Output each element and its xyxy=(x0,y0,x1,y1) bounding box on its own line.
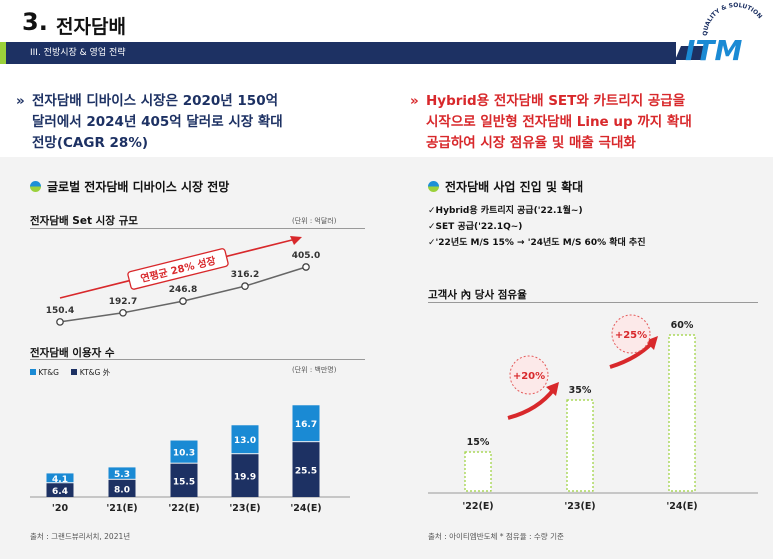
share-bar xyxy=(668,334,696,492)
data-label: 246.8 xyxy=(169,285,197,295)
bullet-item: ✓'22년도 M/S 15% → '24년도 M/S 60% 확대 추진 xyxy=(428,238,646,248)
bar-ktg xyxy=(170,463,198,497)
page-title: 전자담배 xyxy=(56,16,126,38)
accent-bar xyxy=(0,42,6,64)
bar-ktg-other xyxy=(46,473,74,483)
right-source: 출처 : 아이티엠반도체 * 점유율 : 수량 기준 xyxy=(428,532,564,541)
growth-label: +25% xyxy=(615,330,647,341)
bar-ktg-other xyxy=(170,440,198,463)
x-tick-label: '21(E) xyxy=(106,503,137,514)
divider xyxy=(30,228,365,229)
bar-label: 19.9 xyxy=(234,473,256,483)
users-unit: (단위 : 백만명) xyxy=(292,366,337,374)
share-bar xyxy=(566,399,594,492)
market-size-title: 전자담배 Set 시장 규모 xyxy=(30,215,138,227)
itm-logo: QUALITY & SOLUTION ITM xyxy=(675,2,763,64)
headline-line: 달러에서 2024년 405억 달러로 시장 확대 xyxy=(32,114,283,130)
growth-label: +20% xyxy=(513,371,545,382)
data-label: 405.0 xyxy=(292,251,320,261)
bar-ktg xyxy=(231,454,259,497)
share-chart: 15% '22(E) 35% '23(E) 60% '24(E) +20% +25% xyxy=(428,314,758,512)
x-tick-label: '23(E) xyxy=(564,501,595,512)
right-section-title: 전자담배 사업 진입 및 확대 xyxy=(428,178,583,195)
x-tick-label: '20 xyxy=(52,503,69,514)
legend-label: KT&G xyxy=(38,368,59,377)
divider xyxy=(428,302,758,303)
bar-ktg-other xyxy=(108,467,136,479)
subtitle-bar xyxy=(6,42,676,64)
bullet-item: ✓Hybrid용 카트리지 공급('22.1월~) xyxy=(428,206,583,216)
bar-label: 25.5 xyxy=(295,467,317,477)
bar-label: 15.5 xyxy=(173,477,195,487)
bullet-list: ✓Hybrid용 카트리지 공급('22.1월~) ✓SET 공급('22.1Q… xyxy=(428,203,645,251)
legend-label: KT&G 外 xyxy=(79,368,111,377)
bar-label: 13.0 xyxy=(234,436,256,446)
growth-arrow-2 xyxy=(609,341,654,369)
bullet-item: ✓SET 공급('22.1Q~) xyxy=(428,222,523,232)
logo-text: ITM xyxy=(685,34,743,64)
growth-arrow-head xyxy=(546,382,559,396)
data-point xyxy=(179,297,187,305)
subtitle: III. 전방시장 & 영업 전략 xyxy=(30,48,126,58)
legend-swatch-light xyxy=(30,369,36,375)
bar-label: 5.3 xyxy=(114,470,130,480)
bullet-dot-icon xyxy=(428,181,439,192)
growth-badge-box xyxy=(127,248,229,290)
x-tick-label: '22(E) xyxy=(462,501,493,512)
users-legend: KT&G KT&G 外 xyxy=(30,367,110,378)
data-point xyxy=(241,282,249,291)
headline-line: 시작으로 일반형 전자담배 Line up 까지 확대 xyxy=(426,114,692,130)
data-point xyxy=(56,318,64,326)
bar-label: 60% xyxy=(671,320,694,331)
data-label: 316.2 xyxy=(231,270,259,280)
market-size-chart: 연평균 28% 성장 150.4 192.7 246.8 316.2 405.0 xyxy=(46,236,320,326)
share-bar xyxy=(464,451,492,492)
headline-line: Hybrid용 전자담배 SET와 카트리지 공급을 xyxy=(426,93,686,109)
logo-arc-text: QUALITY & SOLUTION xyxy=(702,2,763,36)
legend-swatch-navy xyxy=(71,369,78,375)
divider xyxy=(30,359,365,360)
bar-ktg-other xyxy=(231,425,259,454)
growth-arrow-head xyxy=(645,336,658,350)
users-chart: 6.4 4.1 '20 8.0 5.3 '21(E) 15.5 10.3 '22(E) 19.9 1… xyxy=(30,405,350,514)
bar-label: 15% xyxy=(467,437,490,448)
market-size-unit: (단위 : 억달러) xyxy=(292,217,337,225)
x-tick-label: '22(E) xyxy=(168,503,199,514)
bar-label: 6.4 xyxy=(52,487,68,497)
bar-ktg xyxy=(108,479,136,497)
growth-badge: 연평균 28% 성장 xyxy=(127,248,229,290)
growth-badge xyxy=(611,314,651,354)
headline-line: 전자담배 디바이스 시장은 2020년 150억 xyxy=(32,93,279,109)
growth-arrow-head xyxy=(290,236,302,245)
bar-label: 8.0 xyxy=(114,485,130,495)
users-title: 전자담배 이용자 수 xyxy=(30,347,115,359)
headline-arrow-icon: » xyxy=(16,93,25,109)
x-tick-label: '24(E) xyxy=(290,503,321,514)
data-point xyxy=(302,263,310,271)
headline-line: 전망(CAGR 28%) xyxy=(32,135,149,151)
bar-ktg xyxy=(46,483,74,497)
bar-ktg xyxy=(292,442,320,497)
growth-arrow-1 xyxy=(507,387,556,420)
growth-badge xyxy=(509,355,549,395)
data-label: 150.4 xyxy=(46,306,74,316)
bar-ktg-other xyxy=(292,405,320,442)
left-section-title: 글로벌 전자담배 디바이스 시장 전망 xyxy=(30,178,229,195)
bar-label: 10.3 xyxy=(173,449,195,459)
data-point xyxy=(119,308,127,317)
data-label: 192.7 xyxy=(109,297,137,307)
headline-arrow-icon: » xyxy=(410,93,419,109)
left-source: 출처 : 그랜드뷰리서치, 2021년 xyxy=(30,532,131,541)
section-number: 3. xyxy=(22,8,48,36)
x-tick-label: '23(E) xyxy=(229,503,260,514)
headline-line: 공급하여 시장 점유율 및 매출 극대화 xyxy=(426,135,636,151)
bar-label: 35% xyxy=(569,385,592,396)
bar-label: 16.7 xyxy=(295,420,317,430)
bullet-dot-icon xyxy=(30,181,41,192)
share-title: 고객사 內 당사 점유율 xyxy=(428,289,527,301)
headline-right: » Hybrid용 전자담배 SET와 카트리지 공급을 시작으로 일반형 전자… xyxy=(410,91,756,154)
x-tick-label: '24(E) xyxy=(666,501,697,512)
bar-label: 4.1 xyxy=(52,475,68,485)
headline-left: » 전자담배 디바이스 시장은 2020년 150억 달러에서 2024년 40… xyxy=(16,91,362,154)
